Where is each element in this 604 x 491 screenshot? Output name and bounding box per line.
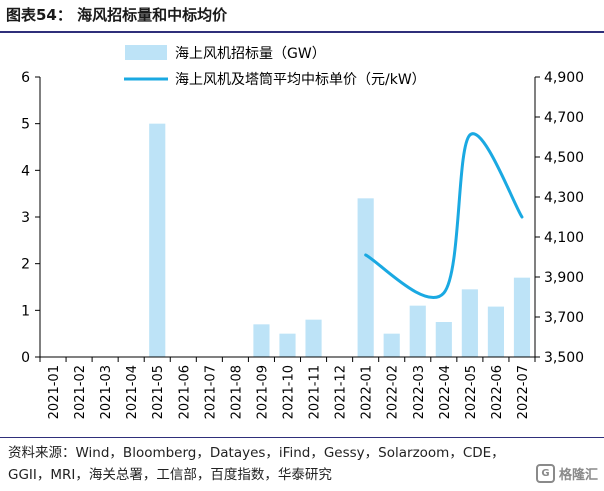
bar-2022-07 <box>513 277 531 357</box>
x-tick-label: 2022-07 <box>516 365 531 419</box>
x-tick-label: 2021-02 <box>73 365 88 419</box>
legend-line-label: 海上风机及塔筒平均中标单价（元/kW） <box>175 71 426 88</box>
x-tick-label: 2022-04 <box>438 365 453 419</box>
price-line <box>364 132 524 299</box>
left-tick-label: 0 <box>21 350 30 366</box>
x-tick-label: 2022-03 <box>412 365 427 419</box>
bar-2021-09 <box>253 324 270 357</box>
x-tick-label: 2021-10 <box>282 365 297 419</box>
x-tick-label: 2021-09 <box>255 365 270 419</box>
right-tick-label: 4,100 <box>544 230 584 246</box>
legend-bar-label: 海上风机招标量（GW） <box>175 46 326 62</box>
left-tick-label: 5 <box>21 117 30 133</box>
figure-header: 图表54： 海风招标量和中标均价 <box>0 0 604 34</box>
x-tick-label: 2021-03 <box>99 365 114 419</box>
x-tick-label: 2022-01 <box>360 365 375 419</box>
right-tick-label: 3,500 <box>544 350 584 366</box>
bar-2022-05 <box>461 289 478 357</box>
footer-divider <box>0 437 604 438</box>
header-divider <box>0 31 604 33</box>
left-tick-label: 6 <box>21 70 30 86</box>
watermark: G 格隆汇 <box>535 464 598 483</box>
right-tick-label: 4,500 <box>544 150 584 166</box>
bar-2021-11 <box>305 319 322 357</box>
x-tick-label: 2021-08 <box>229 365 244 419</box>
bar-2022-01 <box>357 198 374 357</box>
x-tick-label: 2021-04 <box>125 365 140 419</box>
x-tick-label: 2021-06 <box>177 365 192 419</box>
x-tick-label: 2021-01 <box>47 365 62 419</box>
x-tick-label: 2021-12 <box>334 365 349 419</box>
right-tick-label: 4,300 <box>544 190 584 206</box>
g-logo-icon: G <box>535 464 555 483</box>
x-tick-label: 2021-07 <box>203 365 218 419</box>
bar-2022-04 <box>435 322 452 357</box>
legend-bar-swatch <box>125 45 167 60</box>
left-tick-label: 3 <box>21 210 30 226</box>
right-tick-label: 3,900 <box>544 270 584 286</box>
left-tick-label: 4 <box>21 163 30 179</box>
bar-2022-06 <box>487 306 504 357</box>
source-note: 资料来源：Wind，Bloomberg，Datayes，iFind，Gessy，… <box>8 445 505 483</box>
bar-2022-02 <box>383 333 400 357</box>
bar-2021-10 <box>279 333 296 357</box>
x-tick-label: 2021-11 <box>308 365 323 419</box>
right-tick-label: 3,700 <box>544 310 584 326</box>
right-tick-label: 4,700 <box>544 110 584 126</box>
x-tick-label: 2022-05 <box>464 365 479 419</box>
watermark-text: 格隆汇 <box>558 468 598 483</box>
x-tick-label: 2022-06 <box>490 365 505 419</box>
bar-line-chart: 0 1 2 3 4 5 6 3,500 3,700 3,900 4,100 4,300 4,500 4,7… <box>21 45 584 419</box>
bar-2022-03 <box>409 305 426 357</box>
figure-title: 图表54： 海风招标量和中标均价 <box>6 6 228 24</box>
bar-2021-05 <box>149 123 166 358</box>
left-tick-label: 2 <box>21 257 30 273</box>
left-tick-label: 1 <box>21 303 30 319</box>
x-tick-label: 2022-02 <box>386 365 401 419</box>
x-tick-label: 2021-05 <box>151 365 166 419</box>
right-tick-label: 4,900 <box>544 70 584 86</box>
